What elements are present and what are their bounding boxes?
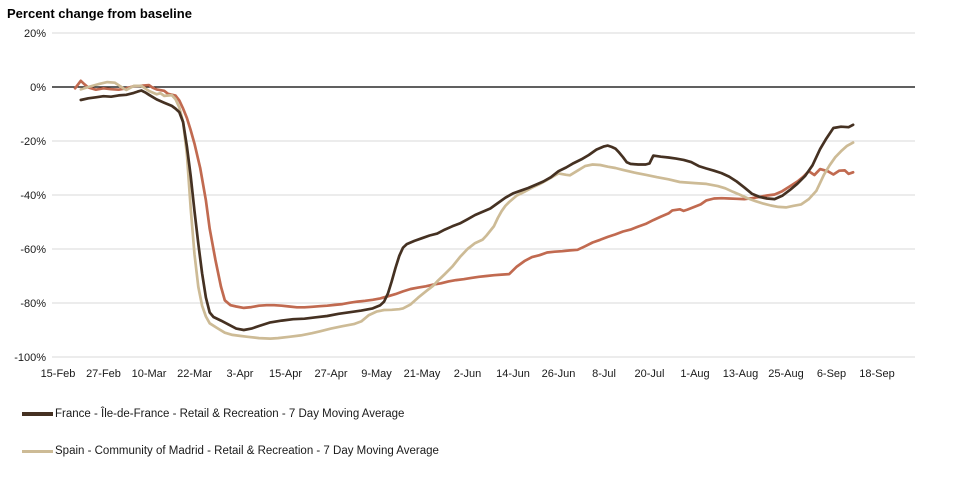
plot-area: 20% 0% -20% -40% -60% -80% -100% 15-Feb 27-Feb 10… bbox=[14, 28, 915, 380]
y-axis-tick-label: -100% bbox=[14, 352, 46, 364]
legend-line-swatch-spain bbox=[22, 449, 53, 453]
x-axis-tick-label: 26-Jun bbox=[542, 368, 576, 380]
series-line-3 bbox=[73, 79, 855, 310]
x-axis-tick-label: 14-Jun bbox=[496, 368, 530, 380]
x-axis-tick-label: 3-Apr bbox=[227, 368, 254, 380]
x-axis-tick-label: 15-Apr bbox=[269, 368, 302, 380]
x-axis-tick-label: 22-Mar bbox=[177, 368, 212, 380]
x-axis-tick-label: 6-Sep bbox=[817, 368, 846, 380]
series-line-1 bbox=[79, 89, 855, 332]
x-axis-tick-label: 9-May bbox=[361, 368, 392, 380]
y-axis-tick-label: 20% bbox=[24, 28, 46, 40]
y-axis-tick-label: -80% bbox=[20, 298, 46, 310]
x-axis-tick-label: 27-Apr bbox=[314, 368, 347, 380]
x-axis-tick-label: 27-Feb bbox=[86, 368, 121, 380]
y-axis-tick-label: -40% bbox=[20, 190, 46, 202]
y-axis-tick-label: 0% bbox=[30, 82, 46, 94]
legend-label-spain: Spain - Community of Madrid - Retail & R… bbox=[55, 445, 439, 457]
x-axis-tick-label: 13-Aug bbox=[723, 368, 758, 380]
x-axis-tick-label: 25-Aug bbox=[768, 368, 803, 380]
chart-title: Percent change from baseline bbox=[7, 6, 192, 21]
series-line-2 bbox=[79, 80, 855, 340]
x-axis-tick-label: 10-Mar bbox=[132, 368, 167, 380]
legend-label-france: France - Île-de-France - Retail & Recrea… bbox=[55, 408, 405, 420]
x-axis-tick-label: 21-May bbox=[404, 368, 441, 380]
legend-item-france: France - Île-de-France - Retail & Recrea… bbox=[22, 407, 404, 421]
x-axis-tick-label: 18-Sep bbox=[859, 368, 894, 380]
y-axis-tick-label: -20% bbox=[20, 136, 46, 148]
x-axis-tick-label: 2-Jun bbox=[454, 368, 482, 380]
legend-line-swatch-france bbox=[22, 412, 53, 416]
legend-item-spain: Spain - Community of Madrid - Retail & R… bbox=[22, 444, 439, 458]
x-axis-tick-label: 8-Jul bbox=[592, 368, 616, 380]
x-axis-tick-label: 1-Aug bbox=[680, 368, 709, 380]
y-axis-tick-label: -60% bbox=[20, 244, 46, 256]
x-axis-tick-label: 15-Feb bbox=[41, 368, 76, 380]
x-axis-tick-label: 20-Jul bbox=[635, 368, 665, 380]
